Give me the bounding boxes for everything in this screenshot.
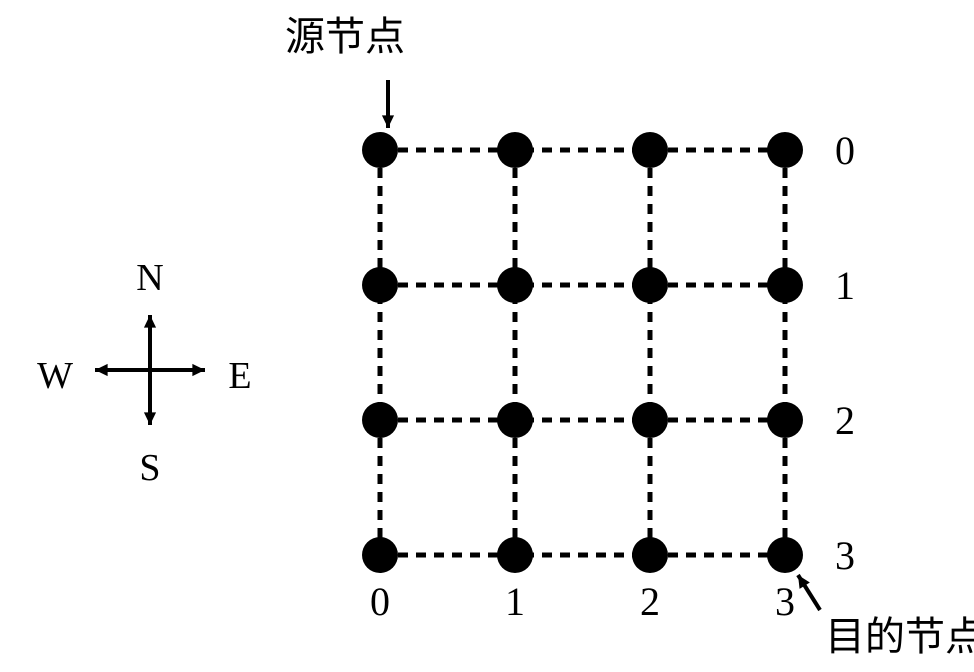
grid-node [497, 537, 533, 573]
grid-node [632, 402, 668, 438]
compass-label-w: W [37, 355, 73, 397]
compass-west-head [95, 364, 108, 376]
dest-label: 目的节点 [825, 614, 974, 659]
grid-node [497, 267, 533, 303]
grid-col-label: 1 [505, 579, 525, 624]
grid-node [767, 267, 803, 303]
grid-node [767, 402, 803, 438]
grid-node [767, 132, 803, 168]
grid-node [632, 537, 668, 573]
grid-node [497, 402, 533, 438]
grid-row-label: 3 [835, 533, 855, 578]
grid-node [362, 402, 398, 438]
compass-label-e: E [228, 355, 251, 397]
grid-col-label: 0 [370, 579, 390, 624]
grid-row-label: 1 [835, 263, 855, 308]
grid-node [632, 132, 668, 168]
grid-node [632, 267, 668, 303]
compass-north-head [144, 315, 156, 328]
grid-node [767, 537, 803, 573]
compass-label-s: S [139, 447, 160, 489]
source-label: 源节点 [285, 14, 405, 59]
compass-south-head [144, 412, 156, 425]
grid-node [497, 132, 533, 168]
diagram-canvas: N S E W 0 1 2 3 0 1 2 3 源节点目的节点 [0, 0, 974, 672]
grid-node [362, 537, 398, 573]
grid-node [362, 267, 398, 303]
compass-east-head [192, 364, 205, 376]
grid-col-label: 3 [775, 579, 795, 624]
grid-col-label: 2 [640, 579, 660, 624]
grid-row-label: 2 [835, 398, 855, 443]
source-arrow-head [382, 115, 394, 128]
grid-node [362, 132, 398, 168]
grid-row-label: 0 [835, 128, 855, 173]
compass-label-n: N [136, 257, 163, 299]
